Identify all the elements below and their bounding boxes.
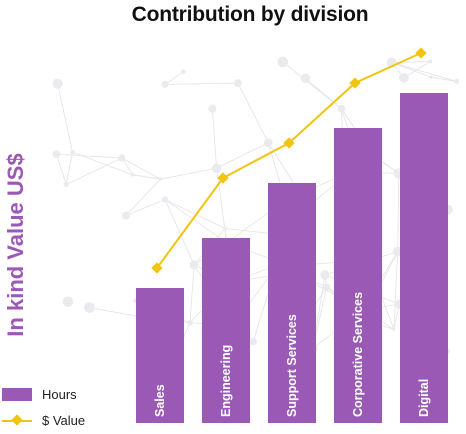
bar-corporative-services bbox=[334, 128, 382, 423]
category-label: Corporative Services bbox=[351, 292, 365, 417]
value-point bbox=[151, 262, 163, 274]
legend-item-hours: Hours bbox=[2, 382, 85, 406]
value-point bbox=[283, 137, 295, 149]
legend-label-value: $ Value bbox=[42, 412, 86, 428]
category-label: Digital bbox=[417, 379, 431, 417]
bar-sales bbox=[136, 288, 184, 423]
bar-engineering bbox=[202, 238, 250, 423]
value-point bbox=[415, 47, 427, 59]
value-point bbox=[217, 172, 229, 184]
category-label: Support Services bbox=[285, 314, 299, 417]
category-label: Engineering bbox=[219, 345, 233, 417]
diamond-marker-icon bbox=[11, 414, 23, 426]
legend-line-swatch bbox=[2, 414, 32, 427]
chart-title: Contribution by division bbox=[131, 3, 369, 26]
bar-support-services bbox=[268, 183, 316, 423]
legend-bar-swatch bbox=[2, 387, 32, 401]
category-label: Sales bbox=[153, 384, 167, 417]
legend-label-hours: Hours bbox=[42, 386, 77, 402]
legend-item-value: $ Value bbox=[2, 408, 85, 432]
bar-digital bbox=[400, 93, 448, 423]
legend: Hours $ Value bbox=[2, 382, 85, 434]
